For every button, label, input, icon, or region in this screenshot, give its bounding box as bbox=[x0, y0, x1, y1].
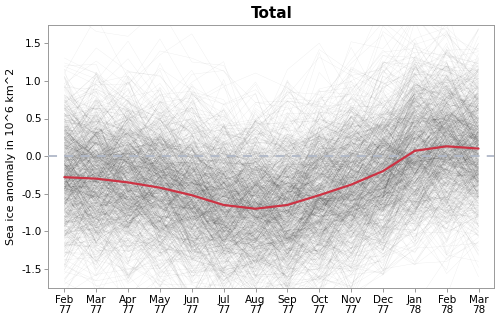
Y-axis label: Sea ice anomaly in 10^6 km^2: Sea ice anomaly in 10^6 km^2 bbox=[6, 67, 16, 245]
Title: Total: Total bbox=[250, 5, 292, 21]
